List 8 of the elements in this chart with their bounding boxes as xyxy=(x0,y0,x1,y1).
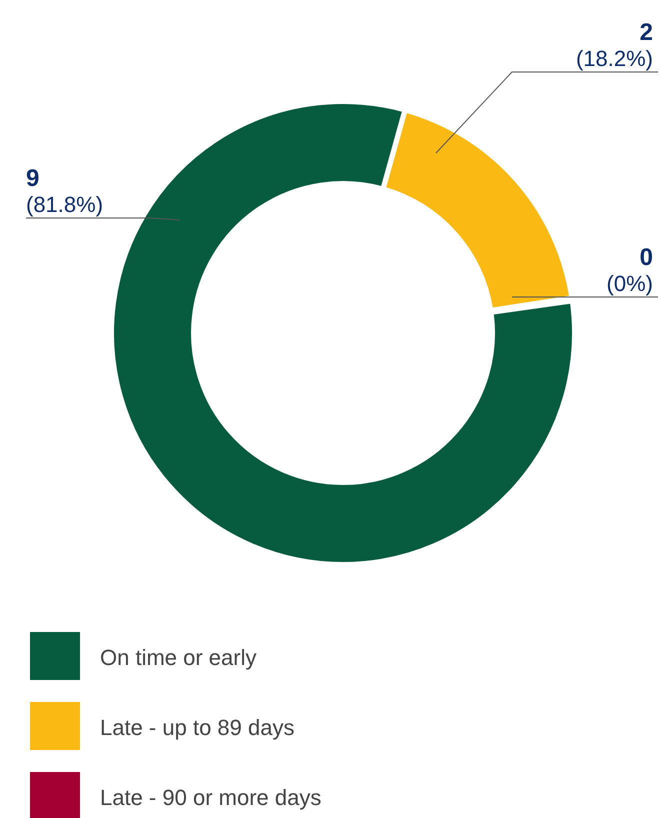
legend-label: Late - 90 or more days xyxy=(100,785,322,810)
legend-label: Late - up to 89 days xyxy=(100,715,294,740)
data-label: 2 (18.2%) xyxy=(576,19,653,71)
legend-label: On time or early xyxy=(100,645,256,670)
donut-slice xyxy=(384,110,572,310)
donut-slice xyxy=(112,102,574,564)
text: 0 (0%) xyxy=(606,244,653,296)
data-label: 9 (81.8%) xyxy=(26,165,104,217)
